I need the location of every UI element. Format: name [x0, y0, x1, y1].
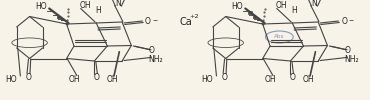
- Text: O: O: [345, 46, 351, 56]
- Text: OH: OH: [275, 2, 287, 10]
- Text: Abs: Abs: [274, 34, 285, 40]
- Text: OH: OH: [79, 2, 91, 10]
- Text: −: −: [348, 17, 353, 22]
- Text: OH: OH: [302, 76, 314, 84]
- Text: O: O: [149, 46, 155, 56]
- Text: −: −: [152, 17, 157, 22]
- Text: H: H: [95, 6, 101, 15]
- Text: HO: HO: [5, 76, 17, 84]
- Text: +2: +2: [189, 14, 199, 19]
- Text: O: O: [93, 74, 99, 82]
- Text: O: O: [289, 74, 295, 82]
- Text: O: O: [341, 18, 347, 26]
- Text: N: N: [312, 0, 317, 8]
- Text: OH: OH: [264, 76, 276, 84]
- Text: NH₂: NH₂: [148, 55, 163, 64]
- Text: OH: OH: [106, 76, 118, 84]
- Text: O: O: [145, 18, 151, 26]
- Text: HO: HO: [201, 76, 213, 84]
- Text: NH₂: NH₂: [344, 55, 359, 64]
- Text: O: O: [222, 74, 228, 82]
- Text: HO: HO: [35, 2, 47, 11]
- Text: O: O: [26, 74, 31, 82]
- Text: HO: HO: [231, 2, 243, 11]
- Text: Ca: Ca: [179, 17, 192, 27]
- Text: N: N: [115, 0, 121, 8]
- Text: OH: OH: [68, 76, 80, 84]
- Text: H: H: [291, 6, 297, 15]
